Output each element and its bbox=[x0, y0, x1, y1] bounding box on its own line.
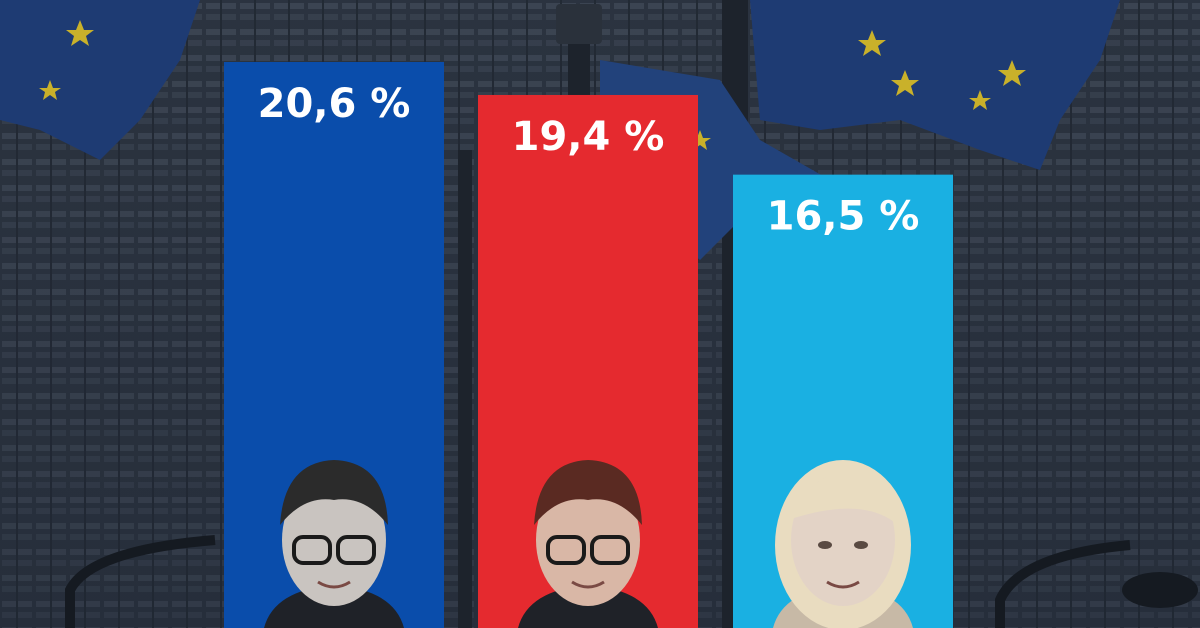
person-portrait-icon bbox=[518, 460, 658, 628]
bar-value-label: 16,5 % bbox=[767, 194, 920, 240]
bar-value-label: 20,6 % bbox=[258, 81, 411, 127]
person-portrait-icon bbox=[773, 460, 913, 628]
bar-value-label: 19,4 % bbox=[512, 114, 665, 160]
person-portrait-icon bbox=[264, 460, 404, 628]
eu-flag-icon bbox=[750, 0, 1120, 170]
eu-flag-icon bbox=[0, 0, 200, 160]
